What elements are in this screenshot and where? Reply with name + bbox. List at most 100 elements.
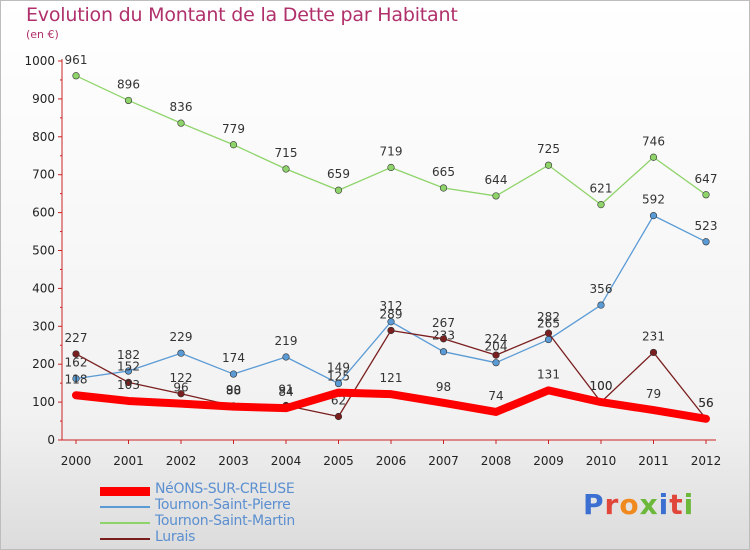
legend-label-tournon-saint-pierre: Tournon-Saint-Pierre — [155, 497, 291, 513]
data-label: 219 — [275, 334, 298, 348]
y-tick-label: 900 — [32, 92, 55, 106]
data-point — [72, 350, 80, 358]
data-label: 621 — [590, 182, 613, 196]
x-tick-label: 2002 — [166, 454, 197, 468]
data-label: 204 — [485, 340, 508, 354]
data-label: 96 — [173, 381, 188, 395]
y-tick-label: 1000 — [24, 54, 55, 68]
y-tick-label: 800 — [32, 130, 55, 144]
legend-swatch-lurais — [100, 538, 150, 540]
x-tick-label: 2012 — [691, 454, 722, 468]
data-label: 90 — [226, 383, 241, 397]
legend-label-neons: NéONS-SUR-CREUSE — [155, 481, 295, 497]
data-point — [124, 96, 133, 105]
data-label: 312 — [380, 299, 403, 313]
data-label: 56 — [698, 396, 713, 410]
data-label: 227 — [65, 331, 88, 345]
legend-label-tournon-saint-martin: Tournon-Saint-Martin — [155, 513, 295, 529]
x-tick-label: 2009 — [533, 454, 564, 468]
data-label: 282 — [537, 310, 560, 324]
legend-swatch-neons — [100, 487, 150, 496]
data-label: 267 — [432, 316, 455, 330]
y-tick-label: 700 — [32, 168, 55, 182]
data-label: 162 — [65, 356, 88, 370]
data-point — [439, 348, 448, 356]
data-point — [229, 141, 238, 149]
x-tick-label: 2005 — [323, 454, 354, 468]
data-label: 121 — [380, 371, 403, 385]
data-label: 229 — [170, 330, 193, 344]
data-label: 91 — [278, 383, 293, 397]
data-point — [492, 351, 500, 359]
x-tick-label: 2003 — [218, 454, 249, 468]
data-label: 100 — [590, 379, 613, 393]
data-point — [492, 192, 500, 200]
data-label: 74 — [488, 389, 503, 403]
data-point — [702, 191, 710, 199]
series-line-0 — [72, 386, 710, 423]
data-label: 715 — [275, 146, 298, 160]
data-label: 152 — [117, 359, 140, 373]
data-label: 131 — [537, 367, 560, 381]
x-tick-label: 2006 — [376, 454, 407, 468]
data-point — [177, 349, 185, 357]
data-point — [282, 165, 290, 173]
data-label: 265 — [537, 317, 560, 331]
data-label: 79 — [646, 387, 661, 401]
y-tick-label: 100 — [32, 395, 55, 409]
y-tick-label: 600 — [32, 206, 55, 220]
data-label: 149 — [327, 361, 350, 375]
data-point — [649, 212, 658, 220]
data-point — [649, 153, 658, 161]
data-point — [702, 238, 710, 246]
data-label: 592 — [642, 193, 665, 207]
data-label: 182 — [117, 348, 140, 362]
data-label: 719 — [380, 144, 403, 158]
data-point — [597, 301, 605, 309]
data-point — [649, 348, 658, 357]
data-label: 665 — [432, 165, 455, 179]
chart-title: Evolution du Montant de la Dette par Hab… — [26, 4, 458, 26]
data-point — [439, 184, 448, 192]
data-point — [177, 390, 185, 398]
data-label: 231 — [642, 329, 665, 343]
x-tick-label: 2011 — [638, 454, 669, 468]
data-label: 896 — [117, 77, 140, 91]
data-label: 118 — [65, 372, 88, 386]
data-label: 98 — [436, 380, 451, 394]
data-point — [544, 335, 553, 344]
data-point — [282, 353, 290, 361]
y-tick-label: 400 — [32, 281, 55, 295]
data-label: 56 — [698, 396, 713, 410]
data-point — [72, 72, 80, 80]
data-label: 659 — [327, 167, 350, 181]
data-point — [124, 378, 133, 386]
x-tick-label: 2008 — [481, 454, 512, 468]
data-label: 103 — [117, 378, 140, 392]
x-tick-label: 2000 — [61, 454, 92, 468]
data-label: 174 — [222, 351, 245, 365]
data-point — [544, 161, 553, 169]
legend-label-lurais: Lurais — [155, 529, 196, 545]
data-label: 746 — [642, 134, 665, 148]
brand-logo: Proxiti — [583, 488, 695, 521]
data-label: 836 — [170, 100, 193, 114]
data-point — [177, 119, 185, 127]
data-label: 523 — [695, 219, 718, 233]
x-tick-label: 2007 — [428, 454, 459, 468]
y-tick-label: 0 — [47, 433, 55, 447]
data-point — [387, 163, 395, 172]
data-point — [72, 375, 80, 383]
data-label: 289 — [380, 307, 403, 321]
data-point — [334, 412, 343, 421]
data-point — [334, 379, 343, 388]
data-label: 100 — [590, 379, 613, 393]
y-tick-label: 200 — [32, 357, 55, 371]
y-tick-label: 500 — [32, 244, 55, 258]
data-point — [439, 335, 448, 343]
data-label: 647 — [695, 172, 718, 186]
data-label: 725 — [537, 142, 560, 156]
data-point — [387, 318, 395, 326]
